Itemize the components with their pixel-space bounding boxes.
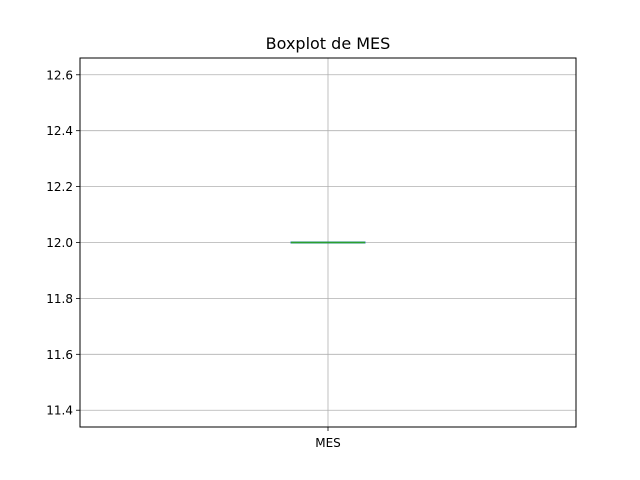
chart-title: Boxplot de MES bbox=[266, 34, 391, 53]
y-tick-label: 11.8 bbox=[46, 292, 73, 306]
grid-layer bbox=[80, 58, 576, 427]
y-tick-label: 12.0 bbox=[46, 236, 73, 250]
tick-layer: 11.4 11.6 11.8 12.0 12.2 12.4 12.6 MES bbox=[46, 68, 341, 450]
y-tick-label: 12.4 bbox=[46, 124, 73, 138]
y-tick-label: 11.6 bbox=[46, 348, 73, 362]
y-tick-label: 12.2 bbox=[46, 180, 73, 194]
y-tick-label: 11.4 bbox=[46, 404, 73, 418]
x-tick-label: MES bbox=[315, 436, 341, 450]
box-layer bbox=[290, 241, 366, 244]
y-tick-label: 12.6 bbox=[46, 68, 73, 82]
